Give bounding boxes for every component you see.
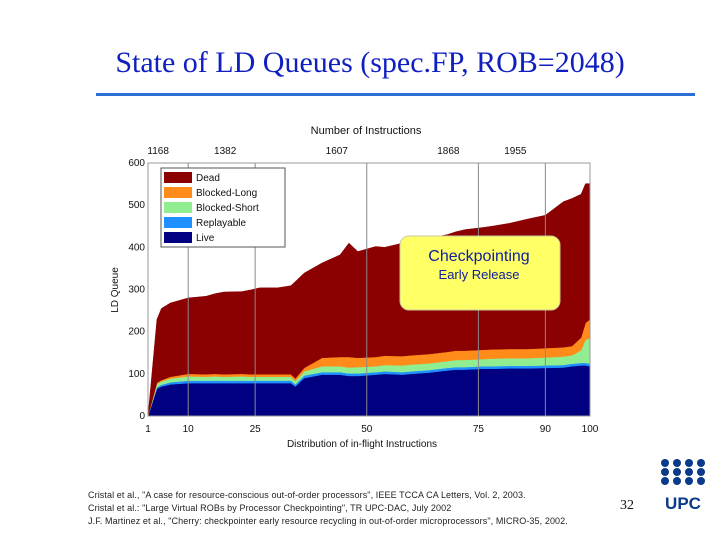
legend-swatch-blocked-short <box>164 202 192 213</box>
top-tick-label-2: 1382 <box>214 146 237 157</box>
legend: Dead Blocked-Long Blocked-Short Replayable L… <box>160 167 286 248</box>
logo-dot <box>673 459 681 467</box>
upc-logo: UPC <box>661 459 705 513</box>
logo-dot <box>697 477 705 485</box>
x-tick-label-4: 50 <box>361 424 373 435</box>
x-tick-label-1: 1 <box>145 424 151 435</box>
top-tick-label-5: 1955 <box>504 146 527 157</box>
logo-dot <box>685 468 693 476</box>
logo-dot <box>673 468 681 476</box>
y-tick-label-1: 0 <box>139 411 145 422</box>
top-tick-label-3: 1607 <box>326 146 349 157</box>
y-tick-label-6: 500 <box>128 200 145 211</box>
callout-line-2: Early Release <box>439 267 520 282</box>
logo-dots-icon <box>661 459 705 485</box>
page-number: 32 <box>620 498 634 513</box>
legend-label-replayable: Replayable <box>196 218 246 229</box>
top-axis-title: Number of Instructions <box>311 125 422 137</box>
callout-line-1: Checkpointing <box>428 248 529 265</box>
legend-label-dead: Dead <box>196 173 220 184</box>
citation-2: Cristal et al.: "Large Virtual ROBs by P… <box>88 503 452 513</box>
logo-dot <box>697 459 705 467</box>
y-tick-label-2: 100 <box>128 369 145 380</box>
top-tick-label-1: 1168 <box>147 146 169 157</box>
y-tick-label-4: 300 <box>128 285 145 296</box>
plot-frame <box>147 162 591 417</box>
legend-swatch-live <box>164 232 192 243</box>
callout-box <box>399 235 561 311</box>
legend-label-live: Live <box>196 233 215 244</box>
callout: Checkpointing Early Release <box>399 235 561 311</box>
logo-dot <box>673 477 681 485</box>
legend-label-blocked-long: Blocked-Long <box>196 188 257 199</box>
top-tick-label-4: 1868 <box>437 146 460 157</box>
logo-dot <box>661 459 669 467</box>
x-axis-title: Distribution of in-flight Instructions <box>287 439 437 450</box>
y-tick-label-5: 400 <box>128 242 145 253</box>
logo-dot <box>697 468 705 476</box>
logo-dot <box>685 459 693 467</box>
y-tick-label-3: 200 <box>128 327 145 338</box>
legend-label-blocked-short: Blocked-Short <box>196 203 259 214</box>
logo-dot <box>661 468 669 476</box>
x-tick-label-3: 25 <box>250 424 262 435</box>
x-tick-label-6: 90 <box>540 424 552 435</box>
legend-swatch-dead <box>164 172 192 183</box>
citation-1: Cristal et al., "A case for resource-con… <box>88 490 526 500</box>
y-tick-label-7: 600 <box>128 158 145 169</box>
title-rule <box>96 93 695 96</box>
legend-swatch-blocked-long <box>164 187 192 198</box>
logo-dot <box>685 477 693 485</box>
logo-text: UPC <box>665 494 701 513</box>
x-tick-label-7: 100 <box>582 424 599 435</box>
citation-3: J.F. Martinez et al., "Cherry: checkpoin… <box>88 516 568 526</box>
x-tick-label-5: 75 <box>473 424 485 435</box>
y-axis-title: LD Queue <box>110 267 121 313</box>
x-tick-label-2: 10 <box>183 424 195 435</box>
slide-title: State of LD Queues (spec.FP, ROB=2048) <box>115 46 625 79</box>
logo-dot <box>661 477 669 485</box>
legend-swatch-replayable <box>164 217 192 228</box>
